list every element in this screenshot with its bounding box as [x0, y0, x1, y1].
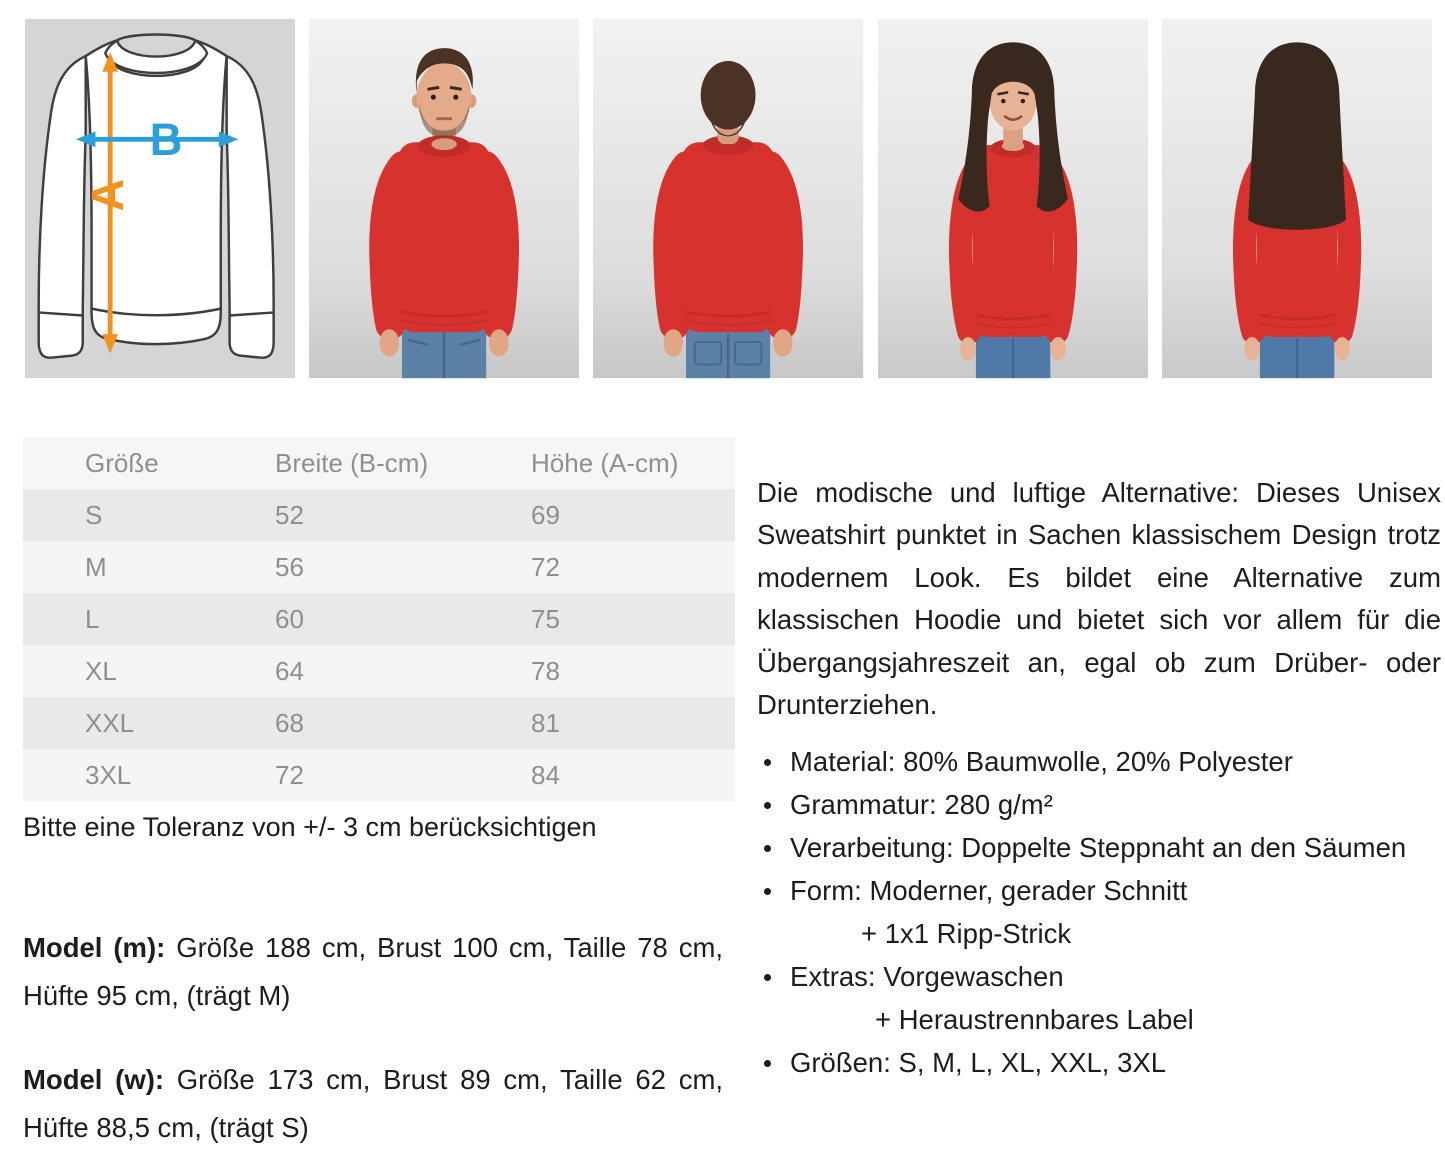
right-hand: [773, 329, 794, 357]
table-row: 3XL 72 84: [23, 749, 735, 801]
jeans-pocket: [694, 340, 723, 366]
hair-long: [957, 42, 1068, 212]
table-row: M 56 72: [23, 541, 735, 593]
hair-long-back: [1247, 42, 1346, 230]
cell-width: 68: [275, 707, 304, 738]
right-arm: [470, 151, 520, 340]
left-hand: [379, 329, 400, 357]
cell-height: 72: [531, 551, 560, 582]
model-m-measurements: Model (m): Größe 188 cm, Brust 100 cm, T…: [23, 924, 723, 1020]
cell-width: 56: [275, 551, 304, 582]
man-back-figure: [653, 60, 804, 379]
gallery-panel-woman-back: [1161, 15, 1432, 382]
right-hand: [1049, 337, 1066, 361]
gallery-panel-man-front: [309, 15, 580, 382]
right-hand: [489, 329, 509, 357]
left-hand: [959, 337, 976, 361]
head: [989, 71, 1037, 131]
model-w-label: Model (w):: [23, 1063, 165, 1095]
feature-list: Material: 80% Baumwolle, 20% Polyester G…: [757, 740, 1441, 1084]
hair: [416, 48, 474, 94]
cell-size: L: [85, 603, 100, 634]
measure-arrow-b: B: [75, 114, 239, 165]
cell-size: M: [85, 551, 107, 582]
feature-material: Material: 80% Baumwolle, 20% Polyester: [757, 740, 1441, 783]
head: [416, 62, 472, 132]
col-header-width: Breite (B-cm): [275, 447, 429, 478]
sweatshirt-torso: [682, 142, 775, 333]
cell-width: 60: [275, 603, 304, 634]
label-b: B: [150, 114, 183, 165]
hair-back: [701, 60, 756, 130]
cell-width: 52: [275, 499, 304, 530]
photo-woman-back: [1161, 18, 1432, 379]
left-hand: [663, 329, 684, 357]
photo-man-back: [593, 18, 864, 379]
gallery-panel-man-back: [593, 15, 864, 382]
cell-height: 84: [531, 759, 560, 790]
beard: [418, 103, 470, 138]
measure-arrow-a: A: [82, 52, 133, 354]
cell-height: 75: [531, 603, 560, 634]
product-gallery: A B: [25, 15, 1432, 382]
left-arm: [369, 151, 418, 340]
cell-size: XXL: [85, 707, 135, 738]
cell-width: 72: [275, 759, 304, 790]
gallery-panel-woman-front: [877, 15, 1148, 382]
cell-size: 3XL: [85, 759, 132, 790]
feature-form: Form: Moderner, gerader Schnitt: [757, 869, 1441, 912]
sweatshirt-torso: [398, 142, 491, 333]
size-table: Größe Breite (B-cm) Höhe (A-cm) S 52 69 …: [23, 437, 735, 801]
table-row: L 60 75: [23, 593, 735, 645]
right-hand: [1334, 337, 1350, 361]
diagram-body: [84, 39, 228, 346]
model-m-details: Größe 188 cm, Brust 100 cm, Taille 78 cm…: [23, 931, 724, 1011]
feature-grammatur: Grammatur: 280 g/m²: [757, 783, 1441, 826]
model-m-label: Model (m):: [23, 931, 166, 963]
diagram-collar: [104, 39, 209, 75]
feature-groessen: Größen: S, M, L, XL, XXL, 3XL: [757, 1041, 1441, 1084]
label-a: A: [82, 179, 133, 212]
size-diagram-graphic: A B: [25, 18, 296, 379]
sweatshirt-torso: [972, 145, 1053, 338]
woman-front-figure: [948, 42, 1077, 379]
col-header-size: Größe: [85, 447, 159, 478]
left-arm: [653, 151, 703, 340]
right-arm: [754, 151, 804, 340]
photo-man-front: [309, 18, 580, 379]
cell-height: 78: [531, 655, 560, 686]
feature-extras: Extras: Vorgewaschen: [757, 955, 1441, 998]
cell-size: XL: [85, 655, 117, 686]
product-description: Die modische und luftige Alternative: Di…: [757, 476, 1441, 721]
cell-height: 81: [531, 707, 560, 738]
col-header-height: Höhe (A-cm): [531, 447, 679, 478]
man-front-figure: [369, 48, 520, 379]
table-row: XXL 68 81: [23, 697, 735, 749]
collar: [703, 135, 754, 155]
diagram-left-sleeve: [37, 54, 87, 359]
left-hand: [1244, 337, 1260, 361]
table-row: XL 64 78: [23, 645, 735, 697]
gallery-panel-size-diagram: A B: [25, 15, 296, 382]
woman-back-figure: [1232, 42, 1361, 379]
diagram-right-sleeve: [225, 54, 275, 359]
table-row: S 52 69: [23, 489, 735, 541]
cell-height: 69: [531, 499, 560, 530]
size-table-header-row: Größe Breite (B-cm) Höhe (A-cm): [23, 437, 735, 489]
tolerance-note: Bitte eine Toleranz von +/- 3 cm berücks…: [23, 812, 597, 842]
photo-woman-front: [877, 18, 1148, 379]
cell-width: 64: [275, 655, 304, 686]
smile: [1003, 114, 1023, 121]
jeans-pocket: [734, 340, 763, 366]
model-w-details: Größe 173 cm, Brust 89 cm, Taille 62 cm,…: [23, 1063, 723, 1143]
feature-form-extra: + 1x1 Ripp-Strick: [861, 918, 1072, 949]
model-w-measurements: Model (w): Größe 173 cm, Brust 89 cm, Ta…: [23, 1056, 723, 1152]
cell-size: S: [85, 499, 103, 530]
feature-extras-extra: + Heraustrennbares Label: [875, 1004, 1194, 1035]
feature-verarbeitung: Verarbeitung: Doppelte Steppnaht an den …: [757, 826, 1441, 869]
